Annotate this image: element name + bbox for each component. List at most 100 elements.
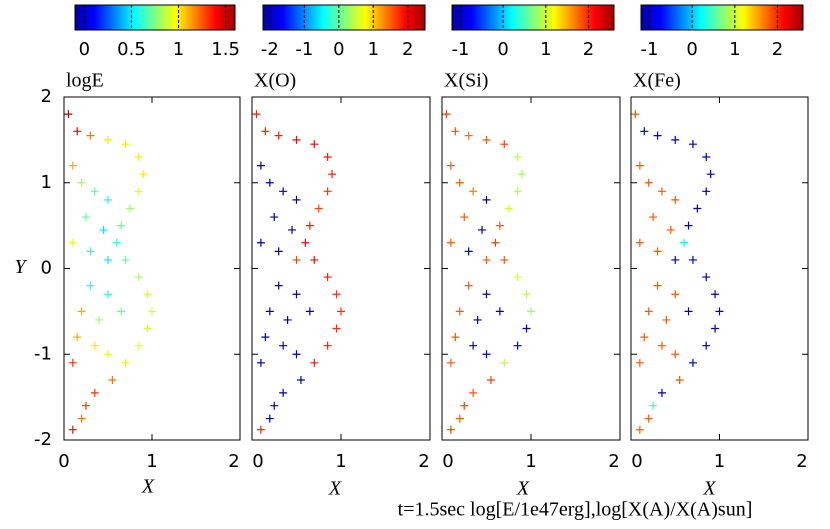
scatter-point [442,110,451,119]
scatter-point [126,204,134,213]
scatter-point [504,204,513,213]
scatter-point [256,161,265,170]
scatter-point [104,350,112,359]
scatter-point [640,333,649,342]
scatter-point [256,358,265,367]
scatter-point [671,195,680,204]
scatter-point [482,255,491,264]
colorbar-tick-label: 2 [772,39,783,60]
colorbar-label: X(Si) [444,70,488,92]
scatter-point [693,204,702,213]
colorbar-tick-label: 1 [368,39,379,60]
scatter-point [446,358,455,367]
scatter-point [90,341,99,350]
x-tick-label: 1 [335,451,346,472]
scatter-point [715,307,724,316]
scatter-point [86,247,95,256]
colorbar-tick-label: 1.5 [211,39,240,60]
y-tick-label: -2 [34,429,52,450]
scatter-point [86,131,95,140]
scatter-point [680,238,689,247]
colorbar-tick-label: -1 [641,39,659,60]
scatter-point [77,307,86,316]
x-axis-label: X [516,478,530,500]
scatter-point [500,140,509,149]
x-tick-label: 2 [796,451,807,472]
scatter-point [631,110,640,119]
scatter-point [446,161,455,170]
scatter-point [657,187,666,196]
scatter-point [635,425,644,434]
scatter-point [265,414,274,423]
colorbar [451,4,615,31]
scatter-point [460,401,469,410]
scatter-point [711,324,720,333]
scatter-point [684,307,693,316]
scatter-point [274,281,283,290]
colorbar-tick-label: 1 [173,39,184,60]
colorbar-label: logE [66,70,104,92]
plot-frame [251,96,431,441]
colorbar-tick-label: 1 [729,39,740,60]
scatter-point [482,135,491,144]
scatter-point [671,255,680,264]
scatter-point [134,341,143,350]
scatter-point [649,213,658,222]
x-tick-label: 0 [631,451,642,472]
scatter-point [68,425,77,434]
y-tick-label: 2 [41,86,52,107]
scatter-point [635,238,644,247]
colorbar-label: X(Fe) [633,70,681,92]
scatter-point [527,307,535,316]
scatter-point [653,131,662,140]
scatter-point [702,187,711,196]
scatter-point [279,341,288,350]
scatter-point [256,238,265,247]
scatter-point [688,140,697,149]
scatter-point [274,131,283,140]
colorbar [74,4,236,31]
y-tick-label: 0 [41,258,52,279]
scatter-point [662,315,671,324]
scatter-point [134,153,143,162]
x-tick-label: 1 [714,451,725,472]
x-tick-label: 2 [608,451,619,472]
scatter-point [451,333,460,342]
x-axis-label: X [141,476,155,498]
x-axis-label: X [702,478,716,500]
scatter-point [274,247,283,256]
scatter-point [500,358,509,367]
scatter-point [482,195,491,204]
scatter-point [653,247,662,256]
scatter-point [104,195,112,204]
scatter-point [464,247,473,256]
colorbar-tick-label: 0 [497,39,508,60]
scatter-point [134,187,143,196]
scatter-point [337,307,345,316]
scatter-point [292,290,301,299]
scatter-point [112,238,121,247]
scatter-point [73,127,82,136]
scatter-point [644,414,653,423]
scatter-point [121,358,130,367]
scatter-point [288,225,297,234]
scatter-point [143,324,152,333]
scatter-point [296,375,305,384]
x-tick-label: 0 [58,451,69,472]
scatter-point [121,255,130,264]
scatter-point [649,401,658,410]
scatter-point [292,255,301,264]
scatter-point [469,388,478,397]
scatter-point [261,127,270,136]
scatter-point [314,204,323,213]
colorbar-tick-label: 0 [686,39,697,60]
scatter-point [482,350,491,359]
scatter-point [688,255,697,264]
scatter-point [684,221,693,230]
scatter-point [95,315,104,324]
scatter-point [671,350,680,359]
colorbar-tick-label: 0 [79,39,90,60]
plot-frame [630,96,809,441]
